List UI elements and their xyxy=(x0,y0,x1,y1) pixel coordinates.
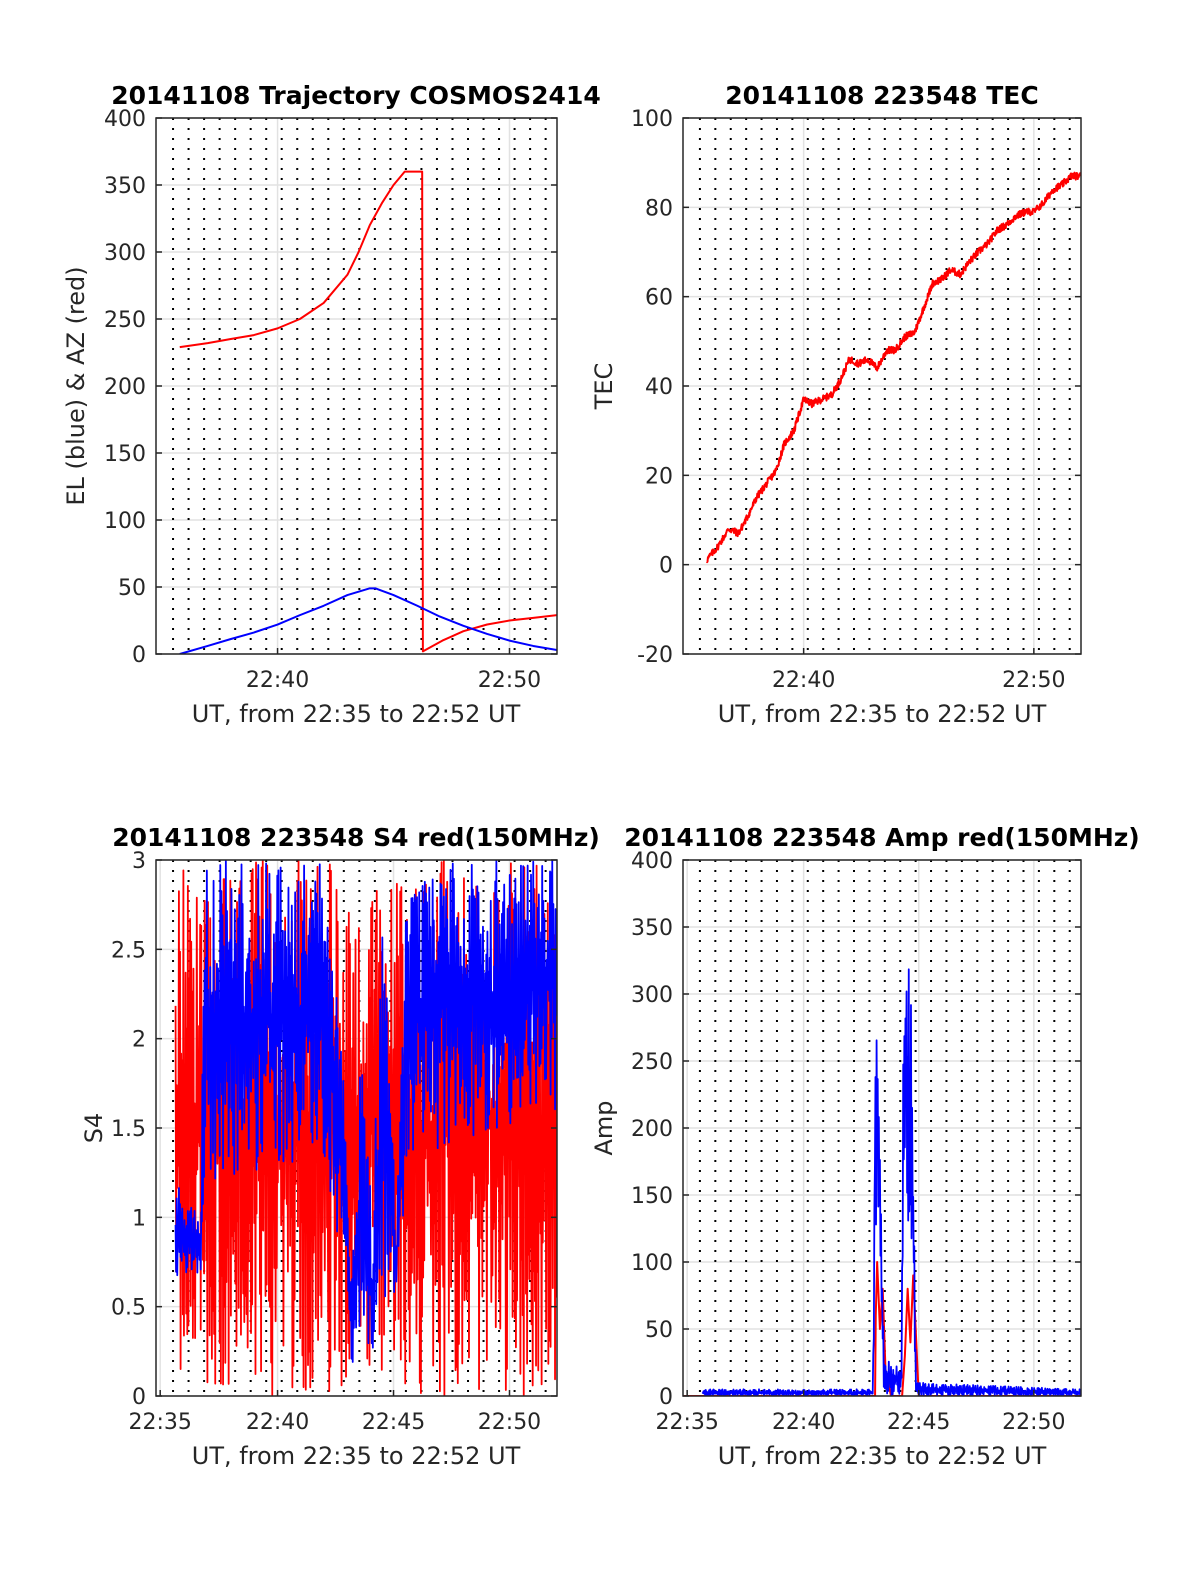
amp-ylabel: Amp xyxy=(590,1100,618,1155)
s4-ytick-label-5: 2.5 xyxy=(111,938,146,963)
s4-panel: 20141108 223548 S4 red(150MHz) UT, from … xyxy=(80,823,600,1470)
s4-xtick-label-2: 22:45 xyxy=(362,1410,425,1435)
s4-xlabel: UT, from 22:35 to 22:52 UT xyxy=(192,1442,521,1470)
trajectory-ytick-label-6: 300 xyxy=(104,241,146,266)
tec-ytick-label-2: 20 xyxy=(645,464,673,489)
tec-ytick-label-0: -20 xyxy=(637,643,673,668)
amp-ytick-label-0: 0 xyxy=(659,1385,673,1410)
amp-panel: 20141108 223548 Amp red(150MHz) UT, from… xyxy=(590,823,1140,1470)
tec-ytick-label-3: 40 xyxy=(645,375,673,400)
amp-xtick-label-1: 22:40 xyxy=(772,1410,835,1435)
trajectory-ytick-label-1: 50 xyxy=(118,576,146,601)
trajectory-xtick-label-0: 22:40 xyxy=(246,668,309,693)
amp-ytick-label-4: 200 xyxy=(631,1117,673,1142)
amp-title: 20141108 223548 Amp red(150MHz) xyxy=(624,823,1140,852)
tec-ylabel: TEC xyxy=(590,363,618,411)
trajectory-ylabel: EL (blue) & AZ (red) xyxy=(62,266,90,505)
trajectory-ytick-label-8: 400 xyxy=(104,107,146,132)
tec-panel: 20141108 223548 TEC UT, from 22:35 to 22… xyxy=(590,81,1082,728)
tec-series-line-0 xyxy=(706,171,1081,564)
amp-xtick-label-0: 22:35 xyxy=(655,1410,718,1435)
amp-xlabel: UT, from 22:35 to 22:52 UT xyxy=(718,1442,1047,1470)
amp-series-line-0 xyxy=(683,1261,1081,1396)
tec-xtick-label-1: 22:50 xyxy=(1002,668,1065,693)
trajectory-ytick-label-3: 150 xyxy=(104,442,146,467)
amp-ytick-label-1: 50 xyxy=(645,1318,673,1343)
trajectory-title: 20141108 Trajectory COSMOS2414 xyxy=(111,81,601,110)
s4-xtick-label-3: 22:50 xyxy=(478,1410,541,1435)
s4-ytick-label-1: 0.5 xyxy=(111,1296,146,1321)
tec-xtick-label-0: 22:40 xyxy=(772,668,835,693)
amp-ytick-label-7: 350 xyxy=(631,916,673,941)
s4-ytick-label-0: 0 xyxy=(132,1385,146,1410)
trajectory-series xyxy=(179,170,557,654)
s4-series xyxy=(174,860,557,1396)
trajectory-ytick-label-2: 100 xyxy=(104,509,146,534)
amp-ytick-label-3: 150 xyxy=(631,1184,673,1209)
trajectory-series-line-1 xyxy=(179,587,557,654)
trajectory-ytick-label-7: 350 xyxy=(104,174,146,199)
s4-ytick-label-6: 3 xyxy=(132,849,146,874)
amp-ytick-label-8: 400 xyxy=(631,849,673,874)
amp-ytick-label-6: 300 xyxy=(631,983,673,1008)
s4-xtick-label-0: 22:35 xyxy=(128,1410,191,1435)
amp-ytick-label-2: 100 xyxy=(631,1251,673,1276)
s4-series-line-1 xyxy=(174,860,557,1363)
trajectory-xtick-label-1: 22:50 xyxy=(478,668,541,693)
s4-ytick-label-2: 1 xyxy=(132,1206,146,1231)
amp-xtick-label-3: 22:50 xyxy=(1002,1410,1065,1435)
trajectory-xlabel: UT, from 22:35 to 22:52 UT xyxy=(192,700,521,728)
tec-series xyxy=(706,171,1081,564)
tec-ytick-label-1: 0 xyxy=(659,554,673,579)
s4-ytick-label-4: 2 xyxy=(132,1028,146,1053)
tec-ytick-label-4: 60 xyxy=(645,286,673,311)
tec-ytick-label-5: 80 xyxy=(645,196,673,221)
trajectory-ytick-label-4: 200 xyxy=(104,375,146,400)
tec-ytick-label-6: 100 xyxy=(631,107,673,132)
s4-ylabel: S4 xyxy=(80,1113,108,1144)
trajectory-series-line-0 xyxy=(179,170,557,653)
s4-xtick-label-1: 22:40 xyxy=(246,1410,309,1435)
s4-title: 20141108 223548 S4 red(150MHz) xyxy=(112,823,600,852)
trajectory-ytick-label-0: 0 xyxy=(132,643,146,668)
trajectory-ytick-label-5: 250 xyxy=(104,308,146,333)
trajectory-panel: 20141108 Trajectory COSMOS2414 UT, from … xyxy=(62,81,601,728)
tec-title: 20141108 223548 TEC xyxy=(725,81,1038,110)
s4-ytick-label-3: 1.5 xyxy=(111,1117,146,1142)
amp-xtick-label-2: 22:45 xyxy=(887,1410,950,1435)
amp-ytick-label-5: 250 xyxy=(631,1050,673,1075)
tec-xlabel: UT, from 22:35 to 22:52 UT xyxy=(718,700,1047,728)
